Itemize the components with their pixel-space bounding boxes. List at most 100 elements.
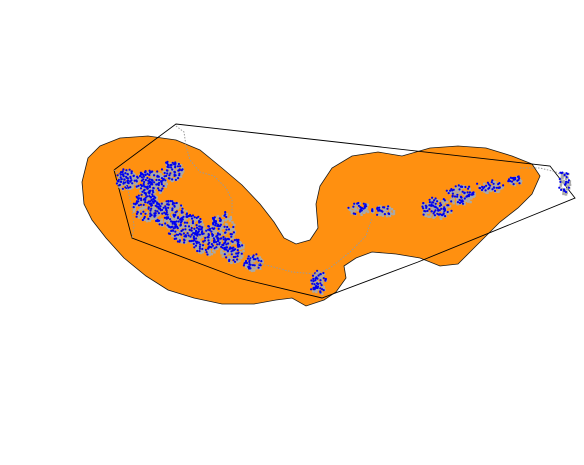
raster-cell [184, 217, 187, 220]
occurrence-point [211, 244, 214, 247]
occurrence-point [371, 209, 374, 212]
occurrence-point [495, 186, 498, 189]
occurrence-point [177, 220, 180, 223]
occurrence-point [316, 282, 319, 285]
raster-cell [159, 191, 162, 195]
occurrence-point [315, 284, 318, 288]
occurrence-point [253, 264, 256, 267]
occurrence-point [240, 252, 243, 255]
raster-cell [238, 241, 242, 244]
raster-cell [178, 175, 182, 178]
occurrence-point [436, 212, 439, 215]
occurrence-point [144, 196, 147, 199]
occurrence-point [450, 200, 453, 203]
occurrence-point [126, 180, 129, 183]
occurrence-point [155, 183, 158, 186]
occurrence-point [421, 205, 424, 208]
raster-cell [392, 212, 396, 215]
raster-cell [221, 225, 224, 228]
raster-cell [218, 240, 221, 243]
occurrence-point [157, 212, 160, 215]
raster-cell [143, 175, 147, 179]
occurrence-point [125, 169, 128, 172]
occurrence-point [152, 197, 155, 200]
raster-cell [167, 223, 171, 227]
raster-cell [426, 203, 430, 206]
occurrence-point [152, 191, 155, 194]
raster-cell [207, 237, 211, 240]
raster-cell [210, 225, 213, 228]
raster-cell [463, 203, 466, 206]
raster-cell [513, 184, 517, 187]
occurrence-point [564, 182, 567, 185]
occurrence-point [471, 192, 474, 195]
occurrence-point [151, 193, 154, 196]
occurrence-point [213, 239, 216, 242]
raster-cell [149, 217, 152, 221]
raster-cell [141, 201, 144, 204]
occurrence-point [223, 225, 226, 228]
occurrence-point [157, 202, 160, 205]
raster-cell [176, 230, 179, 234]
raster-cell [161, 188, 164, 192]
occurrence-point [158, 223, 161, 226]
occurrence-point [438, 204, 441, 207]
raster-cell [161, 206, 164, 209]
raster-cell [430, 199, 434, 202]
occurrence-point [125, 175, 128, 178]
raster-cell [173, 168, 176, 172]
raster-cell [191, 231, 194, 234]
occurrence-point [173, 170, 176, 173]
raster-cell [215, 231, 219, 234]
occurrence-point [237, 251, 240, 254]
occurrence-point [178, 240, 181, 243]
occurrence-point [428, 198, 431, 201]
raster-cell [157, 176, 161, 180]
raster-cell [441, 200, 444, 203]
raster-cell [452, 197, 455, 200]
occurrence-point [172, 214, 175, 217]
raster-cell [133, 209, 136, 212]
raster-cell [250, 266, 254, 270]
occurrence-point [151, 170, 154, 173]
occurrence-point [456, 195, 459, 198]
occurrence-point [160, 180, 163, 183]
occurrence-point [235, 252, 238, 255]
raster-cell [312, 285, 315, 288]
occurrence-point [254, 258, 257, 261]
occurrence-point [353, 202, 356, 205]
occurrence-point [232, 248, 236, 252]
occurrence-point [193, 216, 196, 219]
raster-cell [207, 230, 210, 234]
raster-cell [167, 227, 171, 230]
occurrence-point [169, 172, 172, 175]
occurrence-point [173, 222, 176, 225]
occurrence-point [424, 204, 427, 207]
occurrence-point [225, 256, 228, 259]
raster-cell [221, 214, 225, 218]
raster-cell [182, 225, 185, 228]
occurrence-point [563, 173, 566, 177]
raster-cell [320, 278, 323, 281]
occurrence-point [129, 177, 132, 180]
occurrence-point [123, 178, 126, 181]
occurrence-point [567, 179, 571, 182]
raster-cell [161, 183, 165, 187]
occurrence-point [150, 181, 153, 184]
occurrence-point [441, 214, 444, 217]
occurrence-point [226, 225, 229, 229]
raster-cell [157, 172, 160, 175]
occurrence-point [130, 179, 133, 182]
raster-cell [160, 218, 163, 221]
raster-cell [162, 176, 165, 179]
raster-cell [429, 215, 432, 218]
raster-cell [454, 193, 457, 196]
raster-cell [231, 237, 234, 240]
raster-cell [568, 180, 572, 183]
raster-cell [214, 238, 217, 241]
raster-cell [154, 216, 158, 219]
raster-cell [164, 184, 167, 188]
raster-cell [562, 180, 565, 183]
occurrence-point [135, 201, 138, 204]
